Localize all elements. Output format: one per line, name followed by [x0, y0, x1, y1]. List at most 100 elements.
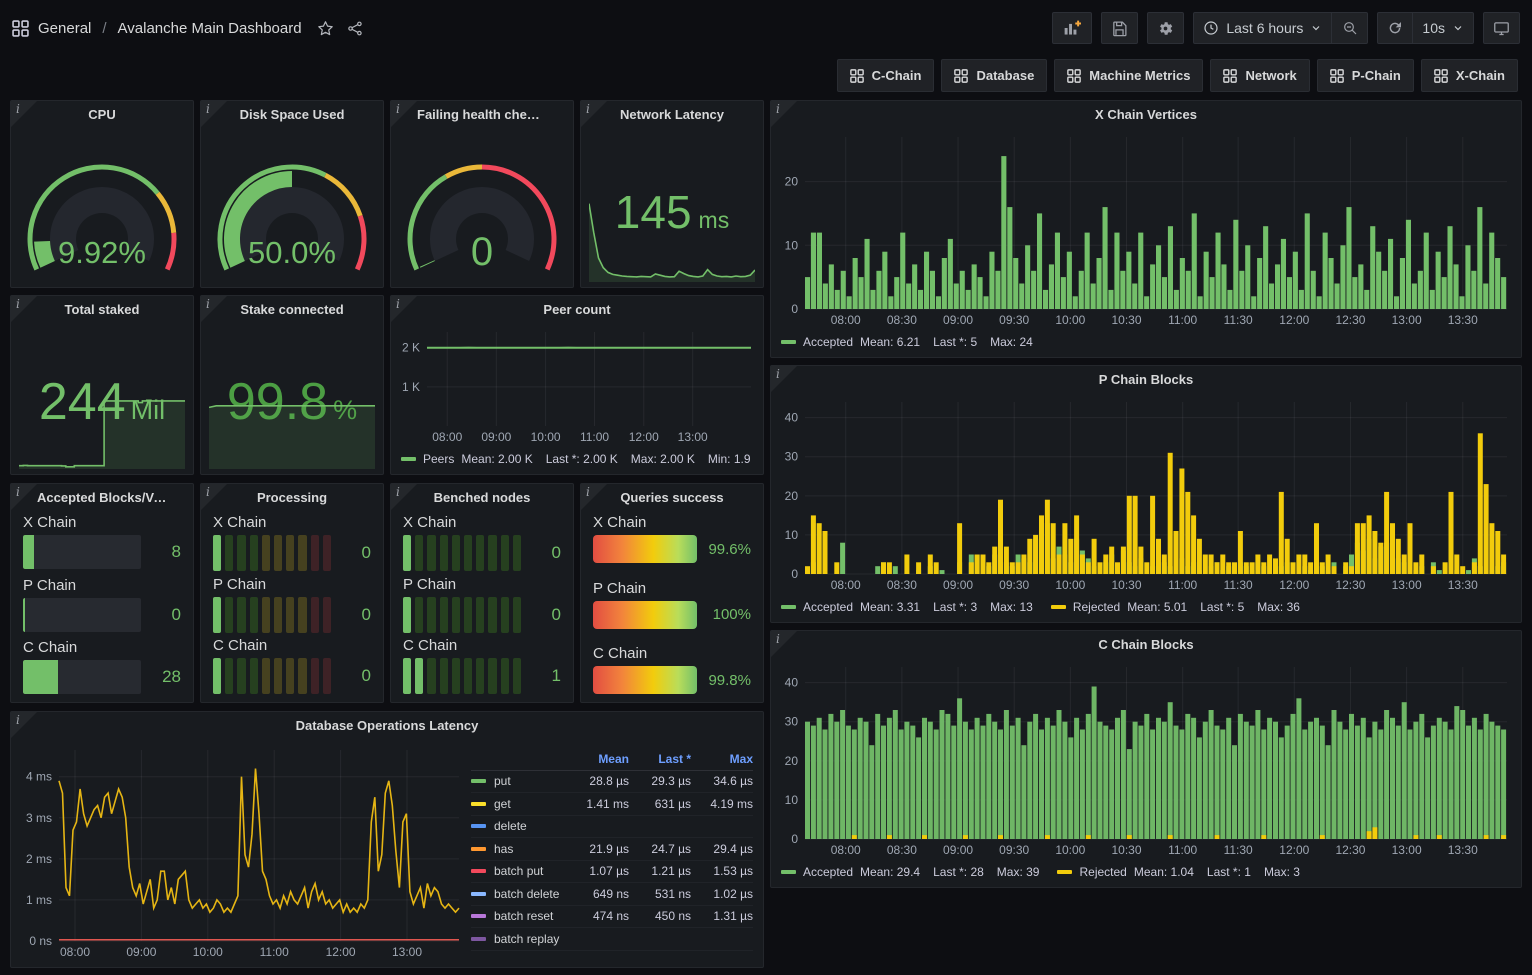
save-dashboard-button[interactable]: [1101, 12, 1139, 44]
refresh-button[interactable]: [1377, 12, 1414, 44]
nav-link-database[interactable]: Database: [941, 59, 1048, 92]
panel-title[interactable]: Processing: [256, 490, 328, 505]
legend-series-get[interactable]: get: [471, 797, 567, 811]
led-segment: [237, 658, 246, 694]
legend-item-rejected[interactable]: Rejected Mean: 5.01 Last *: 5 Max: 36: [1050, 600, 1300, 614]
panel-info-corner[interactable]: i: [581, 484, 607, 510]
legend-item-accepted[interactable]: Accepted Mean: 3.31 Last *: 3 Max: 13: [781, 600, 1033, 614]
svg-text:30: 30: [785, 715, 799, 729]
time-range-picker[interactable]: Last 6 hours: [1193, 12, 1333, 44]
legend-table-column[interactable]: Mean: [598, 751, 629, 766]
legend-item-accepted[interactable]: Accepted Mean: 6.21 Last *: 5 Max: 24: [781, 335, 1033, 349]
legend-series-batch-put[interactable]: batch put: [471, 864, 567, 878]
zoom-out-time-button[interactable]: [1332, 12, 1369, 44]
panel-title[interactable]: X Chain Vertices: [1095, 107, 1197, 122]
total-staked-value: 244Mil: [38, 373, 165, 431]
nav-link-p-chain[interactable]: P-Chain: [1316, 59, 1414, 92]
legend-series-delete[interactable]: delete: [471, 819, 567, 833]
led-gauge-row: P Chain 0: [213, 576, 371, 633]
panel-info-corner[interactable]: i: [201, 101, 227, 127]
svg-text:0: 0: [791, 567, 798, 581]
panel-info-corner[interactable]: i: [11, 296, 37, 322]
dashboard-settings-button[interactable]: [1147, 12, 1185, 44]
legend-item-peers[interactable]: Peers Mean: 2.00 K Last *: 2.00 K Max: 2.00…: [401, 452, 751, 466]
panel-title[interactable]: CPU: [88, 107, 116, 122]
panel-info-corner[interactable]: i: [391, 101, 417, 127]
dashboards-grid-icon[interactable]: [12, 19, 29, 37]
nav-link-c-chain[interactable]: C-Chain: [836, 59, 935, 92]
panel-info-corner[interactable]: i: [201, 484, 227, 510]
legend-series-batch-replay[interactable]: batch replay: [471, 932, 567, 946]
svg-text:10: 10: [785, 528, 799, 542]
legend-table-row-batch-delete: batch delete 649 ns 531 ns 1.02 µs: [471, 883, 753, 906]
svg-text:10: 10: [785, 238, 799, 252]
dashboard-title[interactable]: Avalanche Main Dashboard: [117, 19, 302, 37]
led-segment: [237, 535, 246, 571]
legend-series-has[interactable]: has: [471, 842, 567, 856]
panel-title[interactable]: Queries success: [620, 490, 724, 505]
panel-title[interactable]: Benched nodes: [433, 490, 531, 505]
panel-title[interactable]: Total staked: [64, 302, 140, 317]
nav-link-machine-metrics[interactable]: Machine Metrics: [1054, 59, 1204, 92]
panel-title[interactable]: Peer count: [543, 302, 611, 317]
legend-table-column[interactable]: Max: [729, 751, 753, 766]
svg-text:09:30: 09:30: [999, 578, 1029, 592]
db-latency-chart: 08:00 09:00 10:00 11:00 12:00 13:00 0 ns 1 ms 2 …: [15, 744, 465, 961]
panel-info-corner[interactable]: i: [581, 101, 607, 127]
svg-text:12:00: 12:00: [1279, 843, 1309, 857]
led-segment: [274, 596, 283, 633]
nav-link-x-chain[interactable]: X-Chain: [1420, 59, 1518, 92]
panel-info-corner[interactable]: i: [771, 101, 797, 127]
panel-title[interactable]: P Chain Blocks: [1098, 372, 1194, 387]
legend-series-put[interactable]: put: [471, 774, 567, 788]
panel-title[interactable]: Database Operations Latency: [295, 718, 479, 733]
legend-table-row-has: has 21.9 µs 24.7 µs 29.4 µs: [471, 838, 753, 861]
legend-table-row-put: put 28.8 µs 29.3 µs 34.6 µs: [471, 771, 753, 793]
svg-text:40: 40: [785, 676, 799, 690]
led-segment: [286, 658, 295, 694]
legend-item-rejected[interactable]: Rejected Mean: 1.04 Last *: 1 Max: 3: [1057, 865, 1300, 879]
panel-info-corner[interactable]: i: [11, 484, 37, 510]
svg-text:12:30: 12:30: [1335, 313, 1365, 327]
panel-info-corner[interactable]: i: [391, 296, 417, 322]
panel-info-corner[interactable]: i: [391, 484, 417, 510]
dashboard-links-row: C-Chain Database Machine Metrics Network P-C…: [836, 59, 1518, 92]
panel-info-corner[interactable]: i: [11, 712, 37, 738]
legend-series-batch-reset[interactable]: batch reset: [471, 909, 567, 923]
sparkline-canvas: [208, 405, 375, 469]
star-icon[interactable]: [317, 20, 334, 37]
panel-title[interactable]: C Chain Blocks: [1098, 637, 1194, 652]
svg-text:09:30: 09:30: [999, 313, 1029, 327]
panel-title[interactable]: Disk Space Used: [239, 107, 345, 122]
breadcrumb-folder[interactable]: General: [38, 19, 92, 37]
panel-info-corner[interactable]: i: [11, 101, 37, 127]
svg-text:12:30: 12:30: [1335, 843, 1365, 857]
kiosk-mode-button[interactable]: [1483, 12, 1520, 44]
add-panel-button[interactable]: [1052, 12, 1093, 44]
panel-info-corner[interactable]: i: [201, 296, 227, 322]
svg-text:30: 30: [785, 450, 799, 464]
nav-link-network[interactable]: Network: [1210, 59, 1310, 92]
panel-disk-space: i Disk Space Used 50.0%: [200, 100, 384, 288]
legend-item-accepted[interactable]: Accepted Mean: 29.4 Last *: 28 Max: 39: [781, 865, 1039, 879]
panel-info-corner[interactable]: i: [771, 631, 797, 657]
led-segment: [213, 535, 222, 571]
svg-text:08:00: 08:00: [831, 578, 861, 592]
legend-table-column[interactable]: Last *: [658, 751, 691, 766]
svg-text:3 ms: 3 ms: [26, 811, 52, 825]
led-segment: [225, 535, 234, 571]
led-segment: [237, 596, 246, 633]
panel-title[interactable]: Accepted Blocks/Ve...: [37, 490, 167, 505]
panel-title[interactable]: Network Latency: [619, 107, 725, 122]
cpu-gauge: [11, 131, 193, 283]
chevron-down-icon: [1312, 26, 1320, 31]
legend-series-batch-delete[interactable]: batch delete: [471, 887, 567, 901]
refresh-interval-picker[interactable]: 10s: [1413, 12, 1474, 44]
led-segment: [213, 658, 222, 694]
svg-text:12:00: 12:00: [1279, 313, 1309, 327]
panel-title[interactable]: Failing health checks: [417, 107, 547, 122]
panel-p-chain-blocks: i P Chain Blocks 08:00 08:30 09:00 09:30 10:…: [770, 365, 1522, 623]
panel-info-corner[interactable]: i: [771, 366, 797, 392]
share-icon[interactable]: [347, 20, 364, 37]
panel-title[interactable]: Stake connected: [240, 302, 344, 317]
